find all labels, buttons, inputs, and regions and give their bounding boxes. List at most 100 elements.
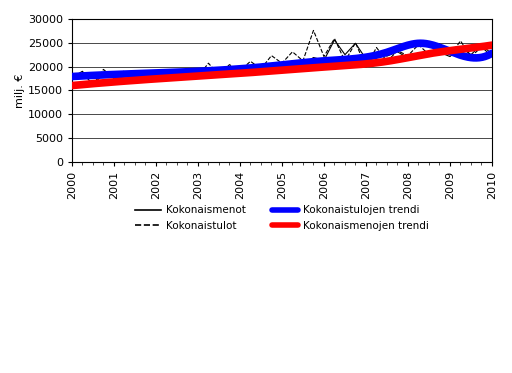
- Kokonaismenot: [258, 69, 264, 73]
- Kokonaismenot: [153, 72, 159, 77]
- Kokonaistulot: [478, 45, 484, 49]
- Line: Kokonaistulojen trendi: Kokonaistulojen trendi: [72, 43, 492, 76]
- Kokonaistulot: [174, 76, 180, 80]
- Kokonaismenot: [499, 50, 505, 54]
- Kokonaistulojen trendi: [424, 42, 431, 46]
- Kokonaistulot: [489, 54, 495, 58]
- Line: Kokonaismenojen trendi: Kokonaismenojen trendi: [72, 45, 492, 85]
- Kokonaistulot: [90, 83, 96, 87]
- Kokonaistulot: [331, 36, 337, 41]
- Kokonaistulot: [153, 75, 159, 80]
- Kokonaistulot: [289, 50, 295, 54]
- Kokonaistulot: [426, 53, 432, 57]
- Kokonaismenojen trendi: [319, 65, 325, 69]
- Kokonaistulot: [321, 54, 327, 59]
- Kokonaismenot: [510, 53, 512, 58]
- Kokonaistulot: [394, 48, 400, 53]
- Kokonaismenot: [279, 66, 285, 70]
- Kokonaistulot: [121, 69, 127, 73]
- Kokonaistulojen trendi: [489, 51, 495, 56]
- Kokonaistulojen trendi: [69, 74, 75, 79]
- Kokonaismenot: [394, 50, 400, 54]
- Kokonaistulot: [100, 67, 106, 72]
- Kokonaismenot: [310, 55, 316, 60]
- Kokonaismenojen trendi: [450, 48, 456, 53]
- Kokonaistulojen trendi: [417, 41, 423, 46]
- Kokonaismenojen trendi: [69, 83, 75, 88]
- Kokonaistulot: [373, 45, 379, 50]
- Kokonaismenojen trendi: [326, 65, 332, 69]
- Kokonaistulot: [205, 61, 211, 65]
- Kokonaismenot: [226, 69, 232, 73]
- Kokonaistulot: [279, 61, 285, 65]
- Kokonaistulot: [510, 55, 512, 59]
- Kokonaismenot: [184, 70, 190, 75]
- Kokonaismenojen trendi: [423, 52, 429, 56]
- Kokonaismenot: [384, 54, 390, 58]
- Kokonaistulot: [195, 74, 201, 79]
- Kokonaismenot: [352, 41, 358, 46]
- Kokonaismenot: [415, 50, 421, 55]
- Kokonaismenot: [447, 54, 453, 59]
- Kokonaismenojen trendi: [489, 43, 495, 47]
- Kokonaismenot: [100, 71, 106, 75]
- Kokonaistulojen trendi: [451, 51, 457, 55]
- Kokonaismenot: [247, 64, 253, 68]
- Kokonaistulot: [184, 67, 190, 71]
- Kokonaismenot: [342, 53, 348, 57]
- Kokonaistulot: [142, 70, 148, 75]
- Line: Kokonaismenot: Kokonaismenot: [72, 40, 512, 85]
- Kokonaismenot: [79, 69, 86, 73]
- Kokonaistulot: [111, 76, 117, 81]
- Kokonaistulot: [258, 67, 264, 71]
- Kokonaistulojen trendi: [317, 59, 324, 63]
- Kokonaistulot: [447, 53, 453, 58]
- Kokonaismenot: [90, 83, 96, 88]
- Kokonaistulot: [268, 53, 274, 58]
- Kokonaistulot: [300, 59, 306, 63]
- Kokonaistulot: [226, 62, 232, 67]
- Kokonaistulot: [247, 59, 253, 63]
- Kokonaismenot: [237, 69, 243, 74]
- Kokonaistulot: [415, 43, 421, 47]
- Kokonaismenojen trendi: [70, 83, 76, 88]
- Kokonaismenot: [331, 38, 337, 42]
- Kokonaistulot: [310, 28, 316, 33]
- Kokonaismenot: [373, 51, 379, 56]
- Kokonaismenot: [163, 70, 169, 75]
- Kokonaismenot: [216, 72, 222, 76]
- Kokonaismenot: [132, 79, 138, 84]
- Kokonaismenot: [468, 53, 474, 57]
- Kokonaismenot: [300, 63, 306, 68]
- Kokonaistulot: [163, 71, 169, 75]
- Kokonaistulot: [216, 73, 222, 77]
- Y-axis label: milj. €: milj. €: [15, 73, 25, 107]
- Kokonaismenot: [457, 45, 463, 49]
- Kokonaistulot: [342, 59, 348, 63]
- Kokonaismenot: [405, 56, 411, 60]
- Kokonaistulot: [457, 39, 463, 43]
- Kokonaismenot: [121, 69, 127, 74]
- Kokonaismenot: [321, 58, 327, 63]
- Kokonaismenot: [289, 59, 295, 63]
- Kokonaistulot: [363, 65, 369, 69]
- Kokonaistulot: [69, 76, 75, 81]
- Kokonaistulot: [237, 69, 243, 73]
- Kokonaismenot: [111, 72, 117, 76]
- Kokonaismenot: [436, 50, 442, 54]
- Kokonaistulojen trendi: [326, 58, 332, 63]
- Kokonaismenot: [478, 43, 484, 47]
- Kokonaistulot: [79, 69, 86, 74]
- Kokonaistulot: [468, 54, 474, 59]
- Kokonaistulot: [132, 81, 138, 85]
- Kokonaistulojen trendi: [70, 74, 76, 79]
- Kokonaismenot: [142, 70, 148, 75]
- Kokonaismenojen trendi: [317, 65, 324, 69]
- Kokonaistulot: [352, 41, 358, 45]
- Kokonaistulot: [436, 41, 442, 46]
- Kokonaistulot: [499, 50, 505, 55]
- Kokonaismenot: [205, 69, 211, 73]
- Kokonaismenot: [489, 52, 495, 56]
- Kokonaistulot: [384, 59, 390, 63]
- Kokonaismenot: [69, 75, 75, 80]
